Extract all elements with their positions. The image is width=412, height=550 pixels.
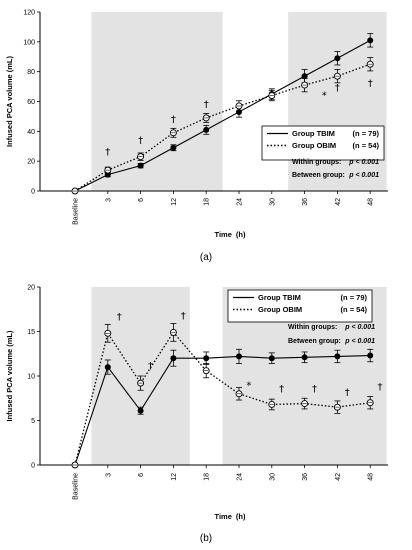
x-tick-label: 24 bbox=[237, 198, 244, 206]
significance-asterisk: * bbox=[246, 380, 251, 391]
y-tick-label: 5 bbox=[31, 418, 35, 425]
y-tick-label: 0 bbox=[31, 189, 35, 196]
legend-label-obim: Group OBIM bbox=[258, 305, 302, 314]
significance-dagger: † bbox=[171, 114, 176, 125]
data-point-tbim bbox=[334, 55, 341, 62]
y-tick-label: 10 bbox=[27, 374, 35, 381]
significance-dagger: † bbox=[279, 384, 284, 395]
data-point-tbim bbox=[170, 355, 177, 362]
significance-dagger: † bbox=[378, 382, 383, 393]
x-tick-label: 18 bbox=[204, 473, 211, 481]
y-axis-title: Infused PCA volume (mL) bbox=[5, 330, 14, 421]
significance-dagger: † bbox=[312, 384, 317, 395]
significance-asterisk: * bbox=[322, 91, 327, 102]
data-point-tbim bbox=[170, 144, 177, 151]
stats-between-p: p < 0.001 bbox=[344, 338, 375, 345]
x-tick-label: 36 bbox=[302, 198, 309, 206]
data-point-tbim bbox=[137, 407, 144, 414]
shaded-band bbox=[91, 12, 223, 191]
figure-caption: (b) bbox=[200, 533, 212, 544]
data-point-tbim bbox=[301, 73, 308, 80]
x-tick-label: 48 bbox=[368, 198, 375, 206]
series-line-tbim bbox=[74, 354, 371, 466]
legend-n-obim: (n = 54) bbox=[341, 305, 368, 314]
x-tick-label: 42 bbox=[335, 198, 342, 206]
legend-box bbox=[261, 125, 385, 161]
y-axis-title: Infused PCA volume (mL) bbox=[5, 56, 14, 147]
significance-dagger: † bbox=[148, 361, 153, 372]
series-line-obim bbox=[74, 63, 371, 192]
stats-between-label: Between group: bbox=[288, 338, 341, 345]
y-tick-label: 120 bbox=[23, 10, 35, 17]
y-tick-label: 40 bbox=[27, 129, 35, 136]
data-point-tbim bbox=[334, 353, 341, 360]
stats-within-label: Within groups: bbox=[292, 159, 341, 166]
x-tick-label: 42 bbox=[335, 473, 342, 481]
x-tick-label: 12 bbox=[171, 198, 178, 206]
series-line-obim bbox=[74, 331, 371, 466]
data-point-tbim bbox=[236, 353, 242, 360]
x-axis-title: Time (h) bbox=[215, 230, 246, 239]
y-tick-label: 60 bbox=[27, 99, 35, 106]
data-point-tbim bbox=[203, 126, 210, 133]
data-point-tbim bbox=[367, 352, 374, 359]
y-tick-label: 100 bbox=[23, 39, 35, 46]
y-tick-label: 20 bbox=[27, 285, 35, 292]
y-tick-label: 20 bbox=[27, 159, 35, 166]
stats-within-p: p < 0.001 bbox=[344, 324, 375, 331]
legend-n-tbim: (n = 79) bbox=[353, 129, 380, 138]
x-tick-label: 48 bbox=[368, 473, 375, 481]
data-point-tbim bbox=[268, 355, 275, 362]
x-tick-label: Baseline bbox=[73, 473, 80, 500]
x-axis-unit: (h) bbox=[236, 230, 246, 239]
legend-label-tbim: Group TBIM bbox=[258, 293, 301, 302]
significance-dagger: † bbox=[345, 388, 350, 399]
stats-within-p: p < 0.001 bbox=[348, 159, 379, 166]
legend-n-obim: (n = 54) bbox=[353, 141, 380, 150]
y-tick-label: 15 bbox=[27, 329, 35, 336]
x-axis-title-text: Time bbox=[215, 230, 232, 239]
stats-between-label: Between group: bbox=[292, 172, 345, 179]
x-tick-label: 12 bbox=[171, 473, 178, 481]
x-tick-label: 3 bbox=[105, 473, 112, 477]
y-tick-label: 80 bbox=[27, 69, 35, 76]
data-point-tbim bbox=[236, 108, 242, 115]
data-point-tbim bbox=[137, 162, 144, 169]
x-tick-label: Baseline bbox=[73, 198, 80, 225]
x-tick-label: 30 bbox=[269, 473, 276, 481]
significance-dagger: † bbox=[181, 311, 186, 322]
x-tick-label: 6 bbox=[138, 473, 145, 477]
significance-dagger: † bbox=[105, 147, 110, 158]
series-line-tbim bbox=[74, 39, 371, 192]
significance-dagger: † bbox=[335, 83, 340, 94]
x-tick-label: 3 bbox=[105, 198, 112, 202]
x-axis-unit: (h) bbox=[236, 512, 246, 521]
significance-dagger: † bbox=[204, 99, 209, 110]
x-tick-label: 36 bbox=[302, 473, 309, 481]
data-point-tbim bbox=[301, 354, 308, 361]
legend-label-tbim: Group TBIM bbox=[292, 129, 335, 138]
legend-label-obim: Group OBIM bbox=[292, 141, 336, 150]
figure-caption: (a) bbox=[200, 252, 212, 263]
legend-n-tbim: (n = 79) bbox=[341, 293, 368, 302]
significance-dagger: † bbox=[368, 79, 373, 90]
x-axis-title: Time (h) bbox=[215, 512, 246, 521]
data-point-tbim bbox=[367, 37, 374, 44]
y-tick-label: 0 bbox=[31, 463, 35, 470]
significance-dagger: † bbox=[138, 135, 143, 146]
stats-between-p: p < 0.001 bbox=[348, 172, 379, 179]
x-tick-label: 6 bbox=[138, 198, 145, 202]
x-axis-title-text: Time bbox=[215, 512, 232, 521]
data-point-tbim bbox=[104, 364, 111, 371]
data-point-tbim bbox=[203, 355, 210, 362]
stats-within-label: Within groups: bbox=[288, 324, 337, 331]
x-tick-label: 30 bbox=[269, 198, 276, 206]
x-tick-label: 18 bbox=[204, 198, 211, 206]
significance-dagger: † bbox=[117, 312, 122, 323]
legend-box bbox=[227, 289, 373, 323]
x-tick-label: 24 bbox=[237, 473, 244, 481]
